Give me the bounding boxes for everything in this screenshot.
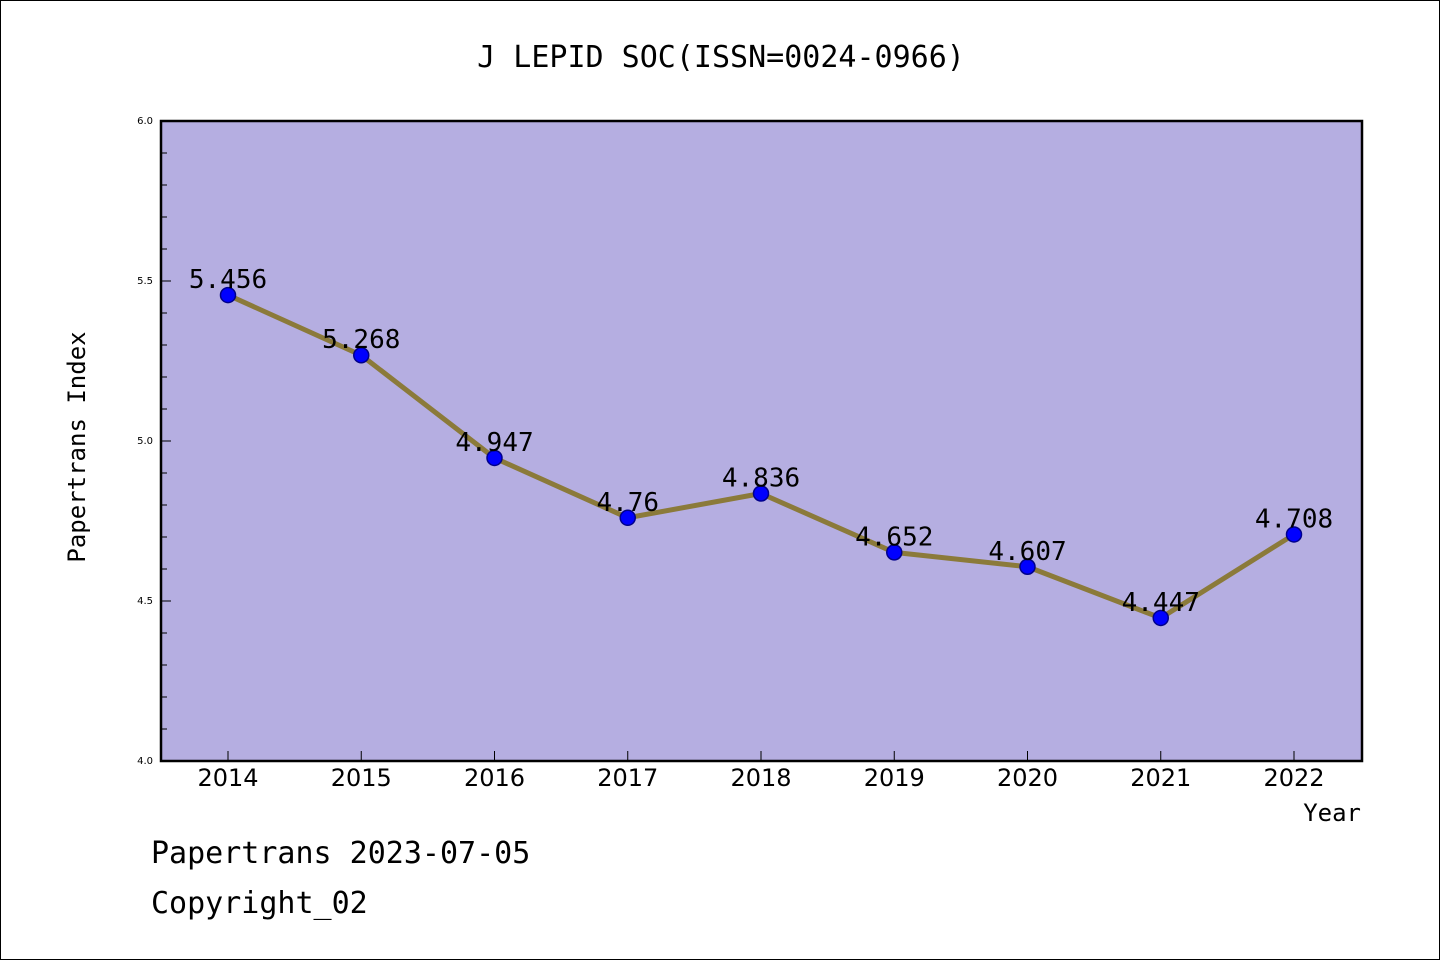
data-label: 4.607 [988,537,1066,567]
y-tick-label: 6.0 [137,116,153,127]
source-date-text: Papertrans 2023-07-05 [151,836,531,871]
x-tick-label: 2019 [864,764,925,792]
x-tick-label: 2021 [1130,764,1191,792]
y-axis-label: Papertrans Index [63,331,91,562]
x-tick-label: 2015 [331,764,392,792]
x-tick-label: 2022 [1263,764,1324,792]
data-label: 5.456 [189,265,267,295]
x-tick-label: 2017 [597,764,658,792]
plot-area [161,121,1362,761]
data-point-marker [619,509,636,527]
data-label: 4.447 [1122,588,1200,618]
data-label: 4.652 [855,522,933,552]
plot-frame [159,119,1364,763]
data-point-marker [353,346,370,364]
data-point-marker [886,544,903,561]
data-point-marker [1019,558,1036,576]
data-point-marker [486,449,503,467]
y-tick-label: 5.0 [137,436,153,447]
data-label: 4.708 [1255,504,1333,534]
data-label: 4.76 [596,488,659,518]
x-tick-label: 2020 [997,764,1058,792]
y-tick-label: 4.0 [137,756,153,767]
x-tick-label: 2016 [464,764,525,792]
x-tick-label: 2018 [730,764,791,792]
y-tick-label: 4.5 [137,596,153,607]
data-labels: 5.456 5.268 4.947 4.76 4.836 4.652 4.607 4.447 4… [189,265,1333,618]
data-label: 4.836 [722,463,800,493]
series-line-group [219,286,1303,627]
chart-title: J LEPID SOC(ISSN=0024-0966) [477,40,965,75]
data-point-marker [752,485,770,502]
x-axis-label: Year [1303,799,1361,827]
y-tick-label: 5.5 [137,276,153,287]
data-point-marker [219,286,237,304]
x-axis: 2014 2015 2016 2017 2018 2019 2020 2021 2022 [197,751,1325,792]
x-tick-label: 2014 [197,764,258,792]
copyright-text: Copyright_02 [151,886,368,921]
data-point-marker [1152,609,1169,627]
data-point-marker [1285,526,1303,543]
data-label: 5.268 [322,325,400,355]
data-label: 4.947 [455,428,533,458]
